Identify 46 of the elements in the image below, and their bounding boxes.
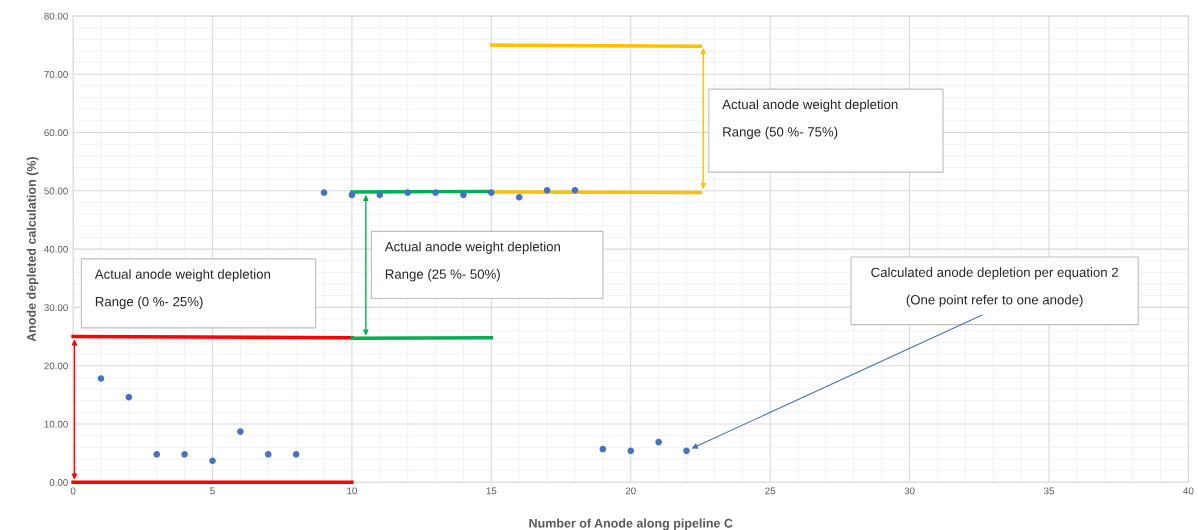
point	[125, 393, 133, 401]
point	[571, 186, 579, 194]
point	[655, 438, 662, 446]
annotation: Actual anode weight depletion Range (0 %- 25%)	[94, 269, 271, 309]
point	[432, 189, 439, 196]
point	[599, 445, 607, 453]
y-tick-label: 0.00	[49, 479, 68, 486]
point	[376, 191, 384, 199]
y-tick-label: 50.00	[44, 187, 68, 195]
point	[683, 447, 690, 455]
point	[153, 451, 161, 458]
y-tick-label: 30.00	[44, 304, 68, 312]
x-tick-label: 30	[904, 487, 915, 495]
point	[237, 428, 244, 435]
point	[348, 191, 356, 199]
y-tick-label: 60.00	[44, 129, 68, 137]
x-tick-label: 25	[765, 487, 776, 495]
point	[264, 451, 272, 458]
x-tick-label: 10	[347, 487, 357, 495]
point	[97, 375, 105, 382]
point	[515, 193, 523, 201]
point	[209, 457, 216, 465]
annotation: Actual anode weight depletion Range (25 %- 50%)	[384, 241, 561, 282]
y-tick-label: 80.00	[44, 12, 68, 20]
point	[488, 189, 495, 196]
x-tick-label: 40	[1183, 487, 1194, 495]
annotation: Actual anode weight depletion Range (50 %- 75%)	[722, 99, 898, 140]
point	[292, 451, 300, 458]
x-tick-label: 0	[70, 487, 76, 495]
y-tick-label: 70.00	[44, 70, 68, 78]
y-tick-label: 10.00	[44, 420, 68, 428]
y-tick-label: 20.00	[44, 362, 68, 370]
x-tick-label: 15	[486, 487, 497, 495]
point	[404, 189, 411, 196]
x-axis-title: Number of Anode along pipeline C	[529, 518, 733, 530]
point	[543, 186, 551, 194]
point	[181, 451, 188, 458]
x-tick-label: 5	[210, 487, 215, 495]
y-tick-label: 40.00	[44, 245, 68, 253]
point	[627, 447, 635, 455]
x-tick-label: 20	[625, 487, 636, 495]
x-tick-label: 35	[1043, 487, 1054, 495]
point	[320, 189, 328, 196]
y-axis-title: Anode depleted calculation (%)	[26, 157, 39, 342]
point	[460, 191, 467, 199]
annotation: Calculated anode depletion per equation 2 (One point refer to one anode)	[871, 267, 1118, 308]
